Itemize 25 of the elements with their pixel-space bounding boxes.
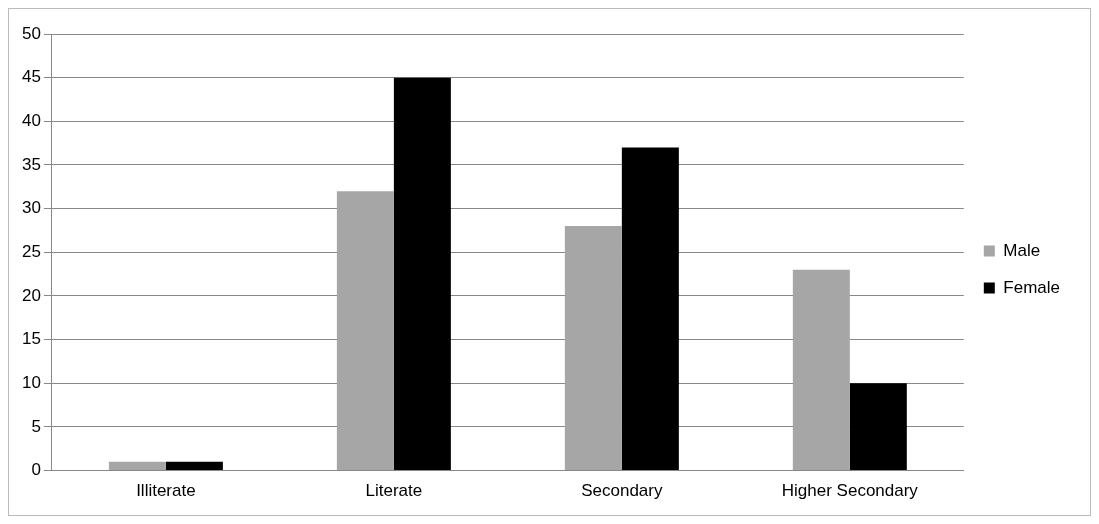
legend-label: Female (1003, 277, 1060, 297)
y-tick-label: 40 (21, 111, 41, 131)
y-tick-label: 25 (21, 241, 41, 261)
bar (621, 147, 679, 471)
y-tick-label: 15 (21, 329, 41, 349)
y-tick-label: 0 (31, 460, 41, 480)
y-tick-label: 50 (21, 23, 41, 43)
bar (792, 269, 850, 471)
y-tick-label: 35 (21, 154, 41, 174)
y-tick-label: 5 (31, 416, 41, 436)
x-tick-label: Higher Secondary (781, 481, 919, 501)
bar (108, 461, 166, 471)
bar (165, 461, 223, 471)
legend-label: Male (1003, 240, 1041, 260)
bar (336, 191, 394, 471)
y-tick-label: 45 (21, 67, 41, 87)
x-tick-label: Literate (365, 481, 423, 501)
y-tick-label: 10 (21, 372, 41, 392)
y-tick-label: 30 (21, 198, 41, 218)
bar (393, 77, 451, 471)
bar (564, 226, 622, 471)
x-tick-label: Illiterate (136, 481, 196, 501)
x-tick-label: Secondary (581, 481, 663, 501)
y-tick-label: 20 (21, 285, 41, 305)
bar (849, 383, 907, 471)
